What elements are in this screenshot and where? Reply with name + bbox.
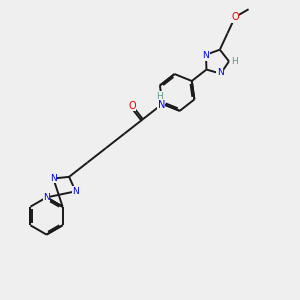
Text: N: N (43, 193, 50, 202)
Text: O: O (128, 100, 136, 110)
Text: N: N (217, 68, 224, 77)
Text: O: O (231, 12, 239, 22)
Text: N: N (50, 174, 57, 183)
Text: H: H (231, 57, 238, 66)
Text: N: N (72, 187, 79, 196)
Text: N: N (202, 51, 209, 60)
Text: H: H (156, 92, 163, 101)
Text: N: N (158, 100, 165, 110)
